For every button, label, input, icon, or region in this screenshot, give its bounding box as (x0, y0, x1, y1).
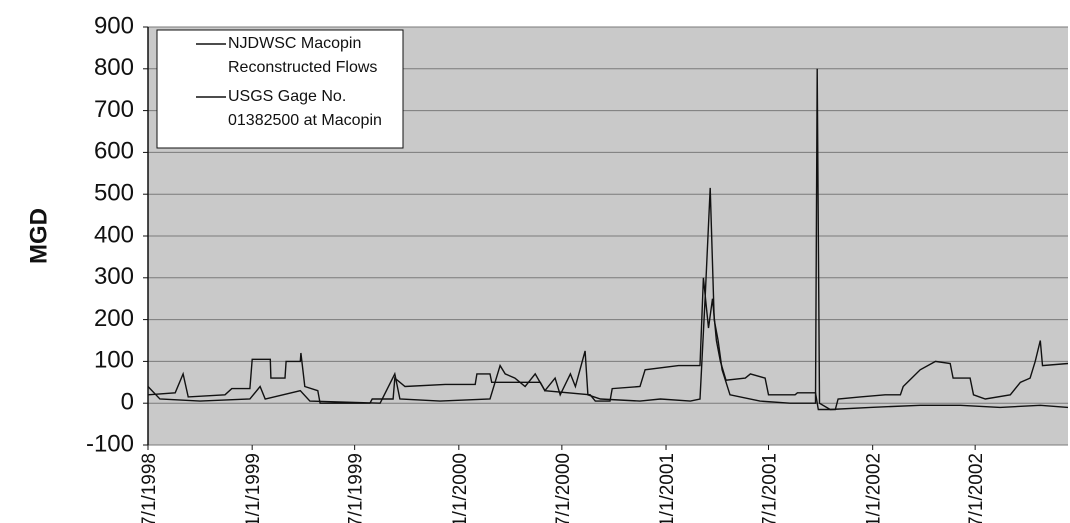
y-tick-label: 500 (94, 180, 134, 207)
series-line (147, 277, 1069, 411)
y-axis-label: MGD (25, 208, 52, 264)
x-tick-label: 7/1/2000 (553, 453, 574, 523)
legend-entry: NJDWSC Macopin Reconstructed Flows (MGD) (228, 35, 378, 84)
y-tick-label: 100 (94, 347, 134, 374)
legend-text: USGS Gage No. 01382500 at Macopin (MGD) (228, 88, 382, 137)
legend (156, 29, 404, 149)
y-tick-label: 200 (94, 305, 134, 332)
x-tick-label: 7/1/2001 (760, 453, 781, 523)
y-tick-label: 300 (94, 263, 134, 290)
x-tick-label: 1/1/2000 (450, 453, 471, 523)
x-tick-label: 1/1/2002 (864, 453, 885, 523)
y-tick-label: -100 (86, 430, 134, 457)
y-tick-label: 800 (94, 54, 134, 81)
x-tick-label: 1/1/2001 (657, 453, 678, 523)
legend-text: NJDWSC Macopin Reconstructed Flows (MGD) (228, 35, 378, 84)
legend-entry: USGS Gage No. 01382500 at Macopin (MGD) (228, 88, 382, 137)
y-tick-label: 900 (94, 12, 134, 39)
series-line (147, 68, 1069, 411)
y-tick-label: 700 (94, 96, 134, 123)
y-tick-label: 0 (121, 389, 134, 416)
x-tick-label: 7/1/2002 (966, 453, 987, 523)
x-tick-label: 1/1/1999 (243, 453, 264, 523)
y-tick-label: 400 (94, 221, 134, 248)
x-tick-label: 7/1/1999 (346, 453, 367, 523)
y-tick-label: 600 (94, 138, 134, 165)
x-tick-label: 7/1/1998 (139, 453, 160, 523)
